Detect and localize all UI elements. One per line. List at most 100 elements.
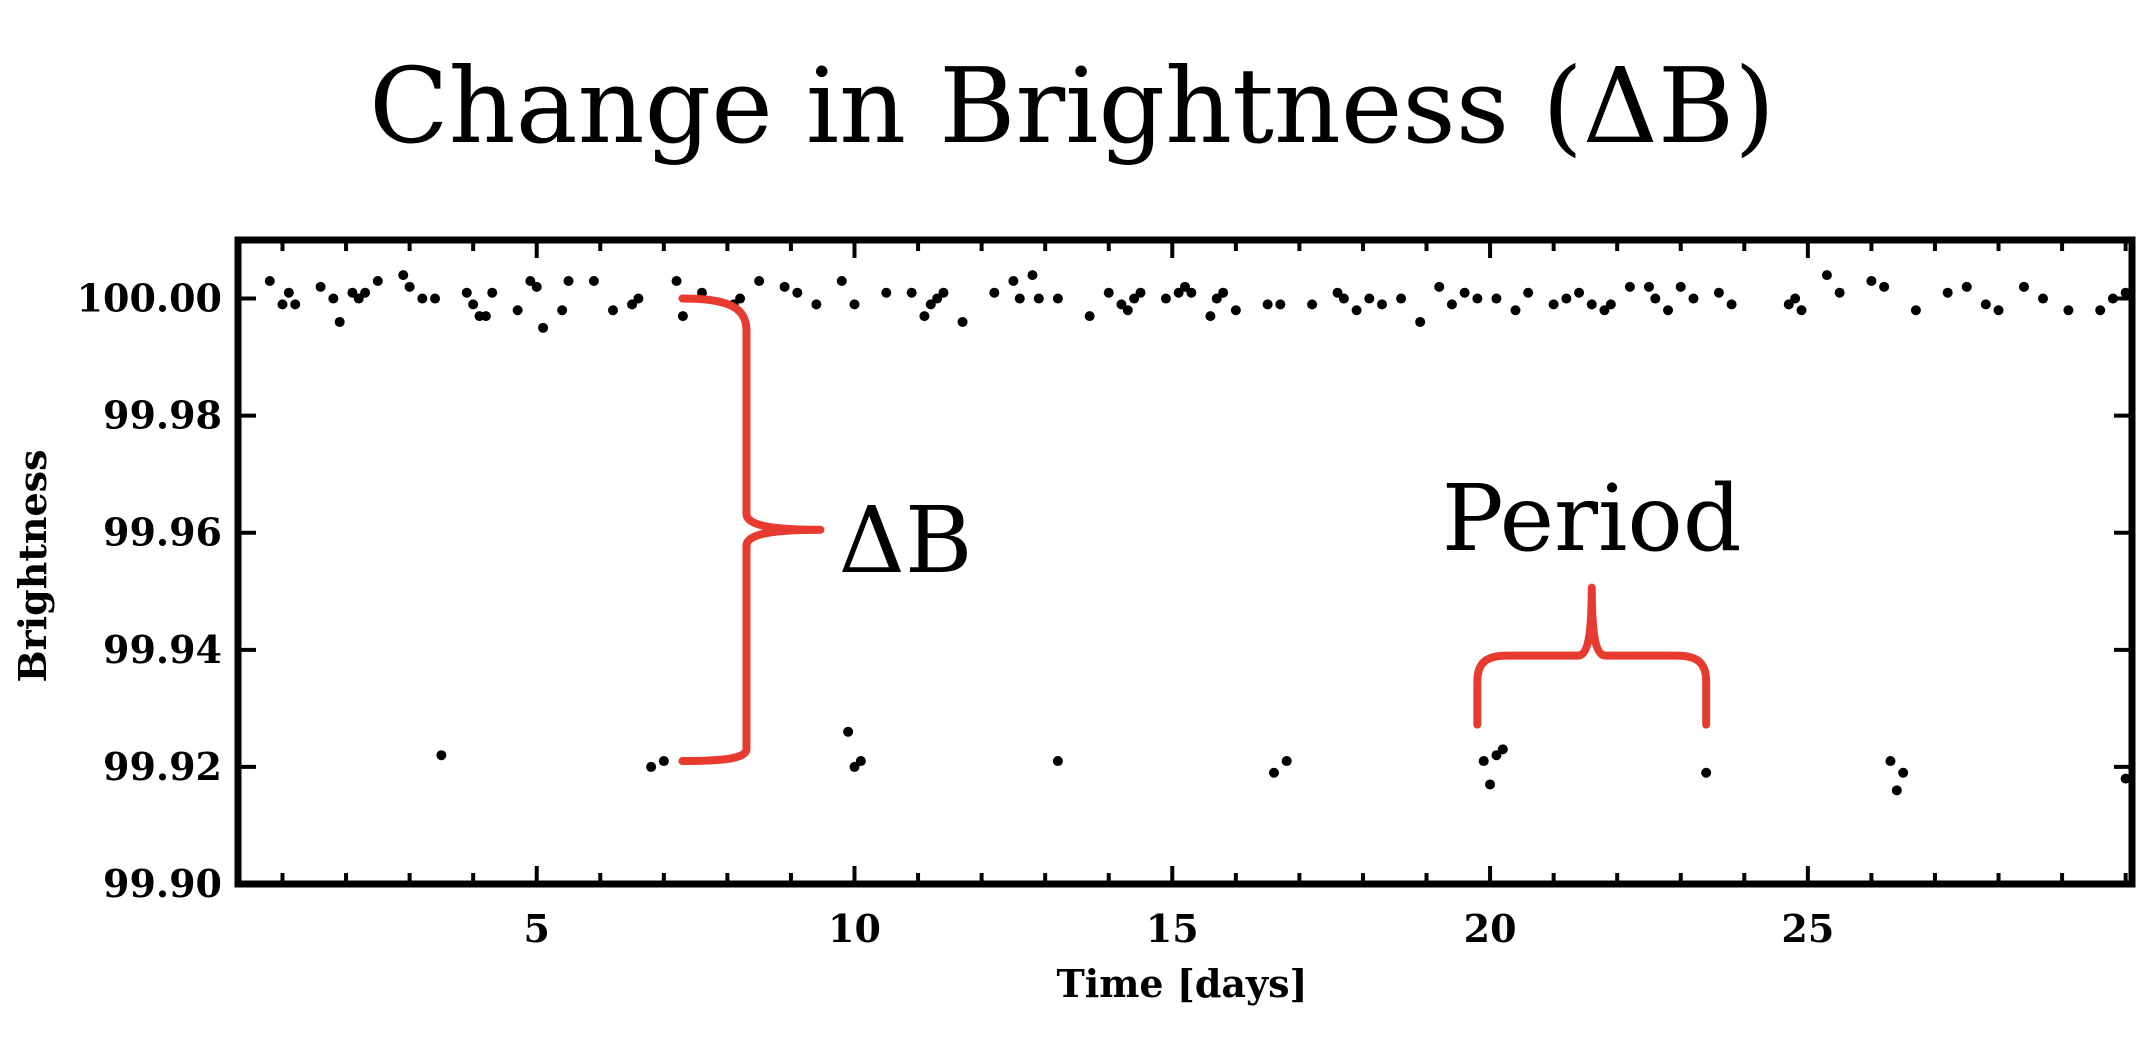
data-point <box>588 275 599 286</box>
data-point <box>1485 779 1496 790</box>
data-point <box>1834 287 1845 298</box>
data-point <box>2095 305 2106 316</box>
data-point <box>1726 299 1737 310</box>
data-point <box>1790 293 1801 304</box>
data-point <box>1497 744 1508 755</box>
data-point <box>1688 293 1699 304</box>
data-point <box>1084 311 1095 322</box>
data-point <box>1377 299 1388 310</box>
plot-frame <box>234 236 2136 888</box>
data-point <box>417 293 428 304</box>
x-tick-label: 25 <box>1781 906 1834 951</box>
period-brace <box>1473 583 1711 729</box>
data-point <box>1268 767 1279 778</box>
data-point <box>1491 750 1502 761</box>
data-point <box>468 299 479 310</box>
data-point <box>290 299 301 310</box>
data-point <box>347 287 358 298</box>
data-point <box>525 275 536 286</box>
x-tick-label: 20 <box>1464 906 1517 951</box>
data-point <box>836 275 847 286</box>
data-point <box>563 275 574 286</box>
y-tick-label: 99.98 <box>103 393 222 438</box>
data-point <box>315 281 326 292</box>
data-point <box>671 275 682 286</box>
data-point <box>855 756 866 767</box>
data-point <box>1218 287 1229 298</box>
data-point <box>658 756 669 767</box>
data-point <box>1624 281 1635 292</box>
data-point <box>1574 287 1585 298</box>
data-point <box>353 293 364 304</box>
data-point <box>1478 756 1489 767</box>
data-point <box>849 761 860 772</box>
data-point <box>487 287 498 298</box>
data-point <box>881 287 892 298</box>
data-point <box>404 281 415 292</box>
data-point <box>1052 293 1063 304</box>
data-point <box>1993 305 2004 316</box>
data-point <box>1910 305 1921 316</box>
data-point <box>1783 299 1794 310</box>
chart-title: Change in Brightness (ΔB) <box>369 45 1775 167</box>
data-point <box>1173 287 1184 298</box>
data-point <box>1186 287 1197 298</box>
data-point <box>1472 293 1483 304</box>
y-tick-label: 100.00 <box>77 276 222 321</box>
data-point <box>2063 305 2074 316</box>
data-point <box>531 281 542 292</box>
data-point <box>2038 293 2049 304</box>
data-point <box>938 287 949 298</box>
x-axis: 5 10 15 20 25 <box>280 240 2128 951</box>
data-point <box>277 299 288 310</box>
data-point <box>1713 287 1724 298</box>
annotations: ΔB Period <box>678 294 1742 766</box>
data-point <box>646 761 657 772</box>
y-tick-label: 99.92 <box>103 744 222 789</box>
data-point <box>1211 293 1222 304</box>
data-point <box>1052 756 1063 767</box>
data-point <box>1898 767 1909 778</box>
data-point <box>1961 281 1972 292</box>
data-point <box>1821 270 1832 281</box>
data-point <box>1605 299 1616 310</box>
data-point <box>1491 293 1502 304</box>
data-point <box>1599 305 1610 316</box>
data-point <box>461 287 472 298</box>
data-point <box>1262 299 1273 310</box>
data-point <box>1116 299 1127 310</box>
data-point <box>919 311 930 322</box>
data-point <box>430 293 441 304</box>
data-point <box>792 287 803 298</box>
data-point <box>627 299 638 310</box>
data-point <box>1650 293 1661 304</box>
data-point <box>1307 299 1318 310</box>
data-point <box>754 275 765 286</box>
data-point <box>677 311 688 322</box>
data-point <box>1180 281 1190 292</box>
data-point <box>1129 293 1140 304</box>
data-point <box>328 293 339 304</box>
data-point <box>1523 287 1534 298</box>
data-point <box>1885 756 1896 767</box>
data-point <box>1008 275 1019 286</box>
data-point <box>779 281 790 292</box>
data-point <box>372 275 383 286</box>
data-point <box>1866 275 1877 286</box>
data-point <box>1332 287 1343 298</box>
data-point <box>1160 293 1171 304</box>
data-point <box>436 750 447 761</box>
x-tick-label: 15 <box>1146 906 1199 951</box>
data-point <box>925 299 936 310</box>
data-point <box>1281 756 1292 767</box>
data-point <box>1446 299 1457 310</box>
data-point <box>1014 293 1025 304</box>
data-point <box>1230 305 1241 316</box>
data-point <box>1548 299 1559 310</box>
data-point <box>1103 287 1114 298</box>
y-axis-label: Brightness <box>10 450 55 683</box>
x-tick-label: 5 <box>523 906 549 951</box>
data-point <box>1205 311 1216 322</box>
data-point <box>360 287 371 298</box>
